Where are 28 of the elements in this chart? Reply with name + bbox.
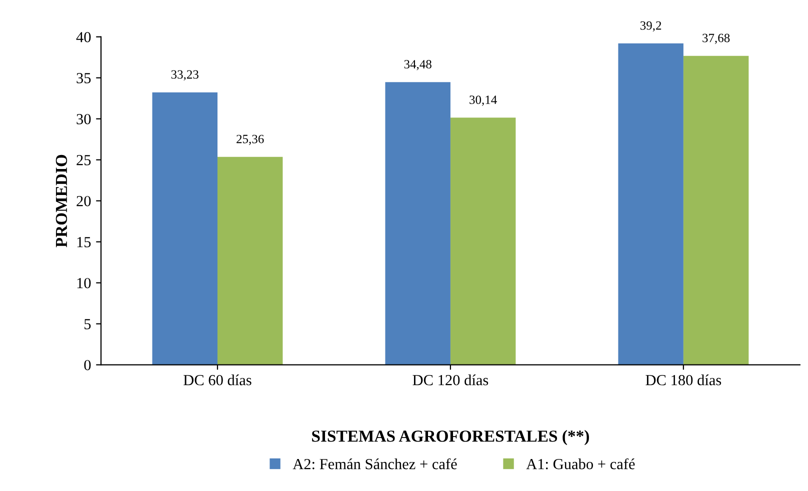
y-tick-label: 0 [84,360,91,370]
legend-label: A2: Femán Sánchez + café [292,458,457,470]
data-label: 25,36 [236,134,264,146]
y-tick-label: 25 [76,155,91,166]
x-tick-label: DC 180 días [646,374,722,386]
bar [152,92,218,365]
y-tick-label: 20 [76,196,91,206]
y-tick-label: 5 [84,319,91,330]
data-label: 39,2 [640,21,662,32]
y-tick-label: 30 [76,114,91,124]
x-axis-title: SISTEMAS AGROFORESTALES (**) [312,430,589,446]
data-label: 34,48 [404,60,432,70]
data-label: 30,14 [470,96,497,106]
y-tick-label: 40 [76,32,91,42]
x-tick-label: DC 60 días [184,374,252,386]
bar [217,156,283,365]
bar [618,43,684,365]
data-label: 37,68 [702,34,730,44]
bar [385,82,450,365]
y-tick-label: 15 [77,237,91,248]
y-axis-title: PROMEDIO [56,154,68,248]
y-tick-label: 10 [77,278,91,288]
bar [683,56,749,365]
x-tick-label: DC 120 días [412,374,488,386]
data-label: 33,23 [171,70,198,80]
bar [450,118,516,365]
legend-label: A1: Guabo + café [526,458,635,470]
y-tick-label: 35 [76,73,91,84]
